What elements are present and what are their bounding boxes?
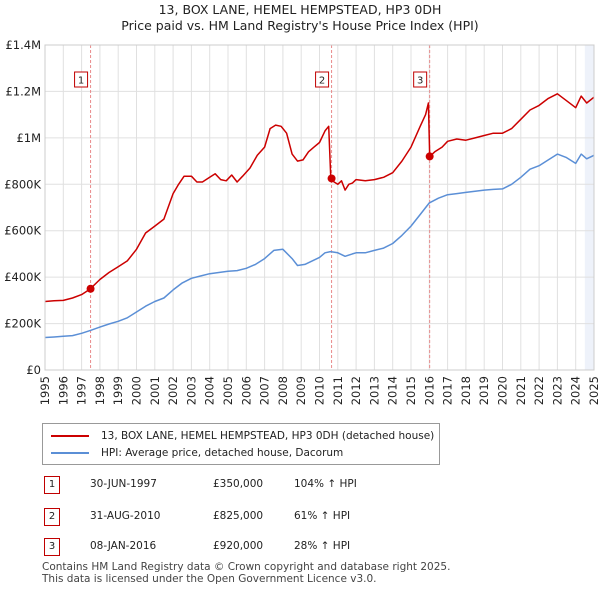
x-tick-label: 2007 (258, 376, 272, 405)
footer-copyright: Contains HM Land Registry data © Crown c… (42, 561, 451, 573)
sale-marker-label: 2 (319, 76, 325, 87)
y-tick-label: £400K (4, 270, 41, 284)
x-tick-label: 1999 (111, 376, 125, 405)
x-tick-label: 1997 (75, 376, 89, 405)
sale-marker-box (315, 71, 330, 88)
sale-marker-box (74, 71, 89, 88)
x-tick-label: 1995 (38, 376, 52, 405)
hpi-line (44, 153, 595, 339)
x-tick-label: 2015 (404, 376, 418, 405)
sale-marker-label: 3 (417, 76, 423, 87)
x-tick-label: 2020 (496, 376, 510, 405)
transaction-price: £920,000 (213, 540, 264, 552)
legend-swatch-property (51, 435, 89, 437)
plot-area-border (44, 44, 595, 371)
x-tick-label: 2018 (459, 376, 473, 405)
x-tick-label: 2016 (422, 376, 436, 405)
transaction-price: £825,000 (213, 510, 264, 522)
x-tick-label: 2008 (276, 376, 290, 405)
transaction-row: 3 08-JAN-2016 £920,000 28% ↑ HPI (0, 538, 600, 558)
x-tick-label: 2012 (349, 376, 363, 405)
x-tick-label: 2006 (239, 376, 253, 405)
x-tick-label: 2002 (166, 376, 180, 405)
sale-marker-label: 1 (78, 76, 84, 87)
y-tick-label: £1M (16, 131, 41, 145)
future-shading (584, 45, 594, 370)
chart-title: 13, BOX LANE, HEMEL HEMPSTEAD, HP3 0DH (158, 2, 442, 17)
property-price-line (44, 93, 595, 303)
x-tick-label: 2011 (331, 376, 345, 405)
sale-point (425, 152, 434, 161)
y-tick-label: £1.2M (5, 84, 41, 98)
x-tick-label: 2021 (514, 376, 528, 405)
legend-label-hpi: HPI: Average price, detached house, Daco… (101, 447, 344, 459)
legend-label-property: 13, BOX LANE, HEMEL HEMPSTEAD, HP3 0DH (… (101, 430, 435, 442)
y-tick-label: £600K (4, 224, 41, 238)
x-tick-label: 2017 (441, 376, 455, 405)
legend-swatch-hpi (51, 452, 89, 454)
y-tick-label: £0 (26, 363, 41, 377)
x-tick-label: 2019 (477, 376, 491, 405)
legend: 13, BOX LANE, HEMEL HEMPSTEAD, HP3 0DH (… (42, 423, 440, 465)
x-tick-label: 2014 (386, 376, 400, 405)
transaction-date: 31-AUG-2010 (90, 510, 161, 522)
x-tick-label: 2024 (569, 376, 583, 405)
x-tick-label: 2003 (184, 376, 198, 405)
transaction-price: £350,000 (213, 478, 264, 490)
transaction-marker: 3 (44, 538, 60, 556)
transaction-marker: 1 (44, 476, 60, 494)
x-tick-label: 2005 (221, 376, 235, 405)
y-tick-label: £800K (4, 177, 41, 191)
transaction-row: 1 30-JUN-1997 £350,000 104% ↑ HPI (0, 476, 600, 496)
sale-marker-box (413, 71, 428, 88)
x-tick-label: 2004 (203, 376, 217, 405)
transaction-marker: 2 (44, 508, 60, 526)
x-tick-label: 2000 (130, 376, 144, 405)
transaction-hpi: 104% ↑ HPI (294, 478, 357, 490)
transaction-hpi: 61% ↑ HPI (294, 510, 351, 522)
sale-point (327, 174, 336, 183)
x-tick-label: 2025 (587, 376, 600, 405)
sale-point (86, 284, 95, 293)
x-tick-label: 2022 (532, 376, 546, 405)
transaction-date: 08-JAN-2016 (90, 540, 157, 552)
y-tick-label: £200K (4, 317, 41, 331)
transaction-hpi: 28% ↑ HPI (294, 540, 351, 552)
legend-entry-hpi: HPI: Average price, detached house, Daco… (51, 445, 343, 461)
x-tick-label: 2001 (148, 376, 162, 405)
footer-licence: This data is licensed under the Open Gov… (42, 573, 377, 585)
transaction-row: 2 31-AUG-2010 £825,000 61% ↑ HPI (0, 508, 600, 528)
y-tick-label: £1.4M (5, 38, 41, 52)
x-tick-label: 1998 (93, 376, 107, 405)
chart-subtitle: Price paid vs. HM Land Registry's House … (121, 18, 479, 33)
x-tick-label: 2013 (367, 376, 381, 405)
legend-entry-property: 13, BOX LANE, HEMEL HEMPSTEAD, HP3 0DH (… (51, 428, 434, 444)
x-tick-label: 1996 (56, 376, 70, 405)
x-tick-label: 2009 (294, 376, 308, 405)
x-tick-label: 2010 (313, 376, 327, 405)
x-tick-label: 2023 (550, 376, 564, 405)
transaction-date: 30-JUN-1997 (90, 478, 157, 490)
